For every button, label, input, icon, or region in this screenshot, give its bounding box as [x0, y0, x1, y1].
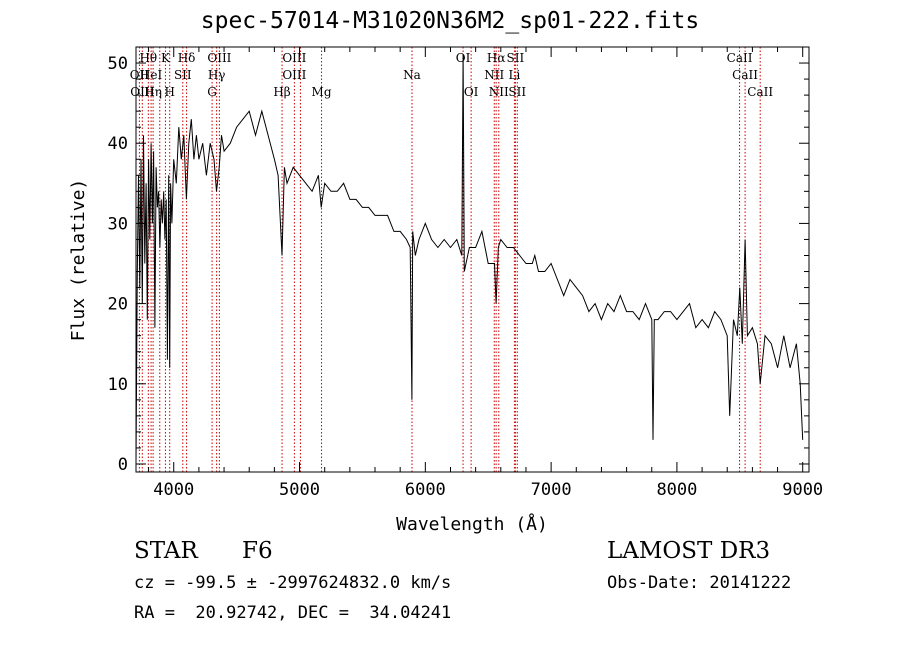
line-id-label: NII [484, 68, 504, 82]
line-id-label: SII [508, 85, 526, 99]
x-tick-label: 7000 [531, 480, 572, 500]
object-subclass: F6 [242, 538, 273, 564]
y-tick-label: 50 [108, 54, 128, 74]
line-id-label: K [161, 51, 171, 65]
line-id-label: Li [508, 68, 520, 82]
line-id-label: H [164, 85, 174, 99]
line-id-label: OIII [130, 85, 154, 99]
x-tick-label: 5000 [279, 480, 320, 500]
line-id-label: Hθ [139, 51, 157, 65]
x-axis-label: Wavelength (Å) [396, 513, 548, 535]
y-tick-label: 20 [108, 295, 128, 315]
object-class: STAR [134, 538, 198, 564]
x-tick-label: 4000 [153, 480, 194, 500]
emission-line-markers [138, 47, 761, 472]
spectrum-series [135, 54, 804, 465]
line-id-label: Hδ [178, 51, 196, 65]
line-id-label: SII [507, 51, 525, 65]
chart-title: spec-57014-M31020N36M2_sp01-222.fits [200, 8, 700, 34]
line-id-label: OII [130, 68, 150, 82]
y-tick-label: 30 [108, 214, 128, 234]
line-id-label: OI [456, 51, 471, 65]
line-id-label: HeI [140, 68, 163, 82]
line-id-label: NII [489, 85, 509, 99]
y-axis-label: Flux (relative) [68, 179, 89, 342]
observation-date: Obs-Date: 20141222 [607, 573, 792, 593]
line-id-label: G [207, 85, 217, 99]
line-id-label: OIII [207, 51, 231, 65]
line-id-label: CaII [747, 85, 773, 99]
x-tick-label: 9000 [782, 480, 823, 500]
line-id-label: SII [174, 68, 192, 82]
ra-dec-coordinates: RA = 20.92742, DEC = 34.04241 [134, 603, 452, 623]
redshift-velocity: cz = -99.5 ± -2997624832.0 km/s [134, 573, 452, 593]
line-id-label: OIII [282, 51, 306, 65]
line-id-label: Hα [487, 51, 506, 65]
plot-frame [135, 46, 810, 473]
line-id-label: OI [464, 85, 479, 99]
line-id-label: Na [403, 68, 421, 82]
y-tick-label: 10 [108, 375, 128, 395]
axes: 4000 5000 6000 7000 8000 9000 0 10 20 30 40 50 [108, 46, 823, 500]
y-tick-label: 40 [108, 134, 128, 154]
line-id-label: CaII [732, 68, 758, 82]
line-id-label: Hγ [208, 68, 226, 82]
x-tick-label: 8000 [656, 480, 697, 500]
y-tick-label: 0 [118, 455, 128, 475]
line-id-label: Hβ [273, 85, 290, 99]
x-tick-label: 6000 [405, 480, 446, 500]
line-id-label: Mg [312, 85, 332, 99]
line-id-label: CaII [727, 51, 753, 65]
survey-name: LAMOST DR3 [607, 538, 771, 564]
line-id-label: Hη [144, 85, 162, 99]
line-id-label: OIII [282, 68, 306, 82]
spectrum-line [135, 54, 804, 465]
